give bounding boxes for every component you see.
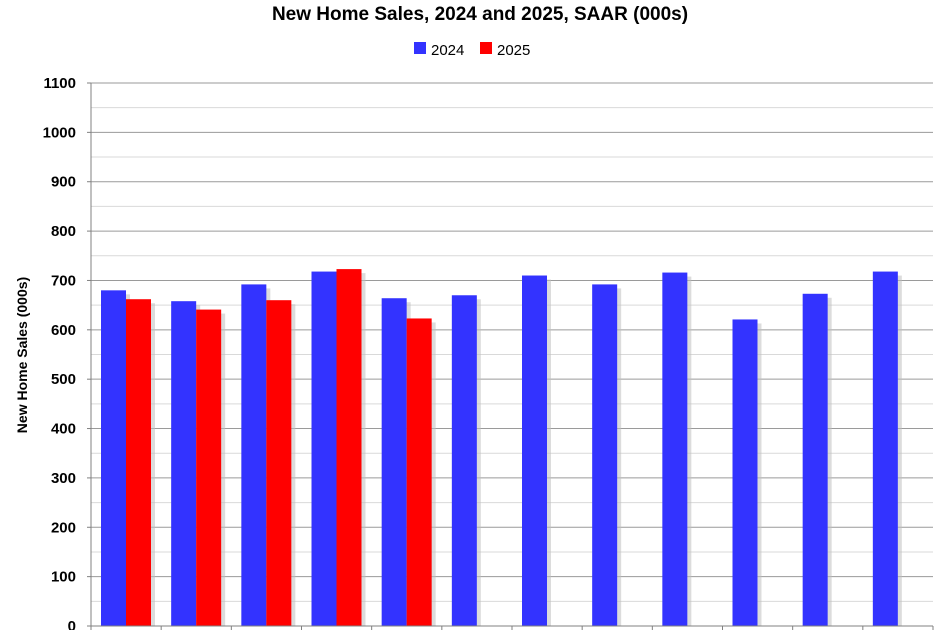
y-tick-label: 600 bbox=[51, 322, 76, 339]
chart-title: New Home Sales, 2024 and 2025, SAAR (000… bbox=[272, 4, 688, 25]
bar-2025-4 bbox=[336, 269, 362, 626]
bars bbox=[101, 269, 902, 626]
legend-swatch-2024 bbox=[414, 42, 426, 54]
y-tick-label: 500 bbox=[51, 371, 76, 388]
bar-2024-8 bbox=[592, 284, 618, 626]
y-tick-label: 100 bbox=[51, 569, 76, 586]
y-tick-label: 700 bbox=[51, 272, 76, 289]
y-tick-label: 300 bbox=[51, 470, 76, 487]
bar-2024-11 bbox=[802, 293, 828, 626]
bar-2024-2 bbox=[171, 301, 197, 626]
y-tick-label: 900 bbox=[51, 174, 76, 191]
y-tick-label: 1000 bbox=[43, 124, 76, 141]
axes bbox=[87, 82, 934, 630]
bar-2025-5 bbox=[406, 318, 432, 626]
bar-2025-1 bbox=[126, 299, 151, 626]
legend-label-2024: 2024 bbox=[431, 42, 464, 59]
y-tick-label: 1100 bbox=[43, 75, 76, 92]
bar-2024-9 bbox=[662, 272, 688, 626]
y-tick-label: 0 bbox=[68, 618, 76, 630]
bar-2024-12 bbox=[872, 271, 898, 626]
bar-2025-3 bbox=[266, 300, 292, 626]
bar-2024-5 bbox=[381, 298, 407, 626]
bar-2025-2 bbox=[196, 309, 222, 626]
bar-2024-3 bbox=[241, 284, 267, 626]
bar-2024-1 bbox=[101, 290, 126, 626]
bar-2024-7 bbox=[522, 275, 547, 626]
bar-2024-6 bbox=[451, 295, 477, 626]
gridlines bbox=[91, 82, 933, 627]
y-tick-labels: 0 100 200 300 400 500 600 700 800 900 1000 1100 bbox=[43, 75, 76, 630]
legend-label-2025: 2025 bbox=[497, 42, 530, 59]
y-axis-label: New Home Sales (000s) bbox=[14, 277, 30, 433]
y-tick-label: 800 bbox=[51, 223, 76, 240]
legend-swatch-2025 bbox=[480, 42, 492, 54]
y-tick-label: 400 bbox=[51, 421, 76, 438]
y-tick-label: 200 bbox=[51, 519, 76, 536]
legend: 2024 2025 bbox=[414, 42, 530, 59]
bar-2024-10 bbox=[732, 319, 758, 626]
bar-2024-4 bbox=[311, 271, 337, 626]
